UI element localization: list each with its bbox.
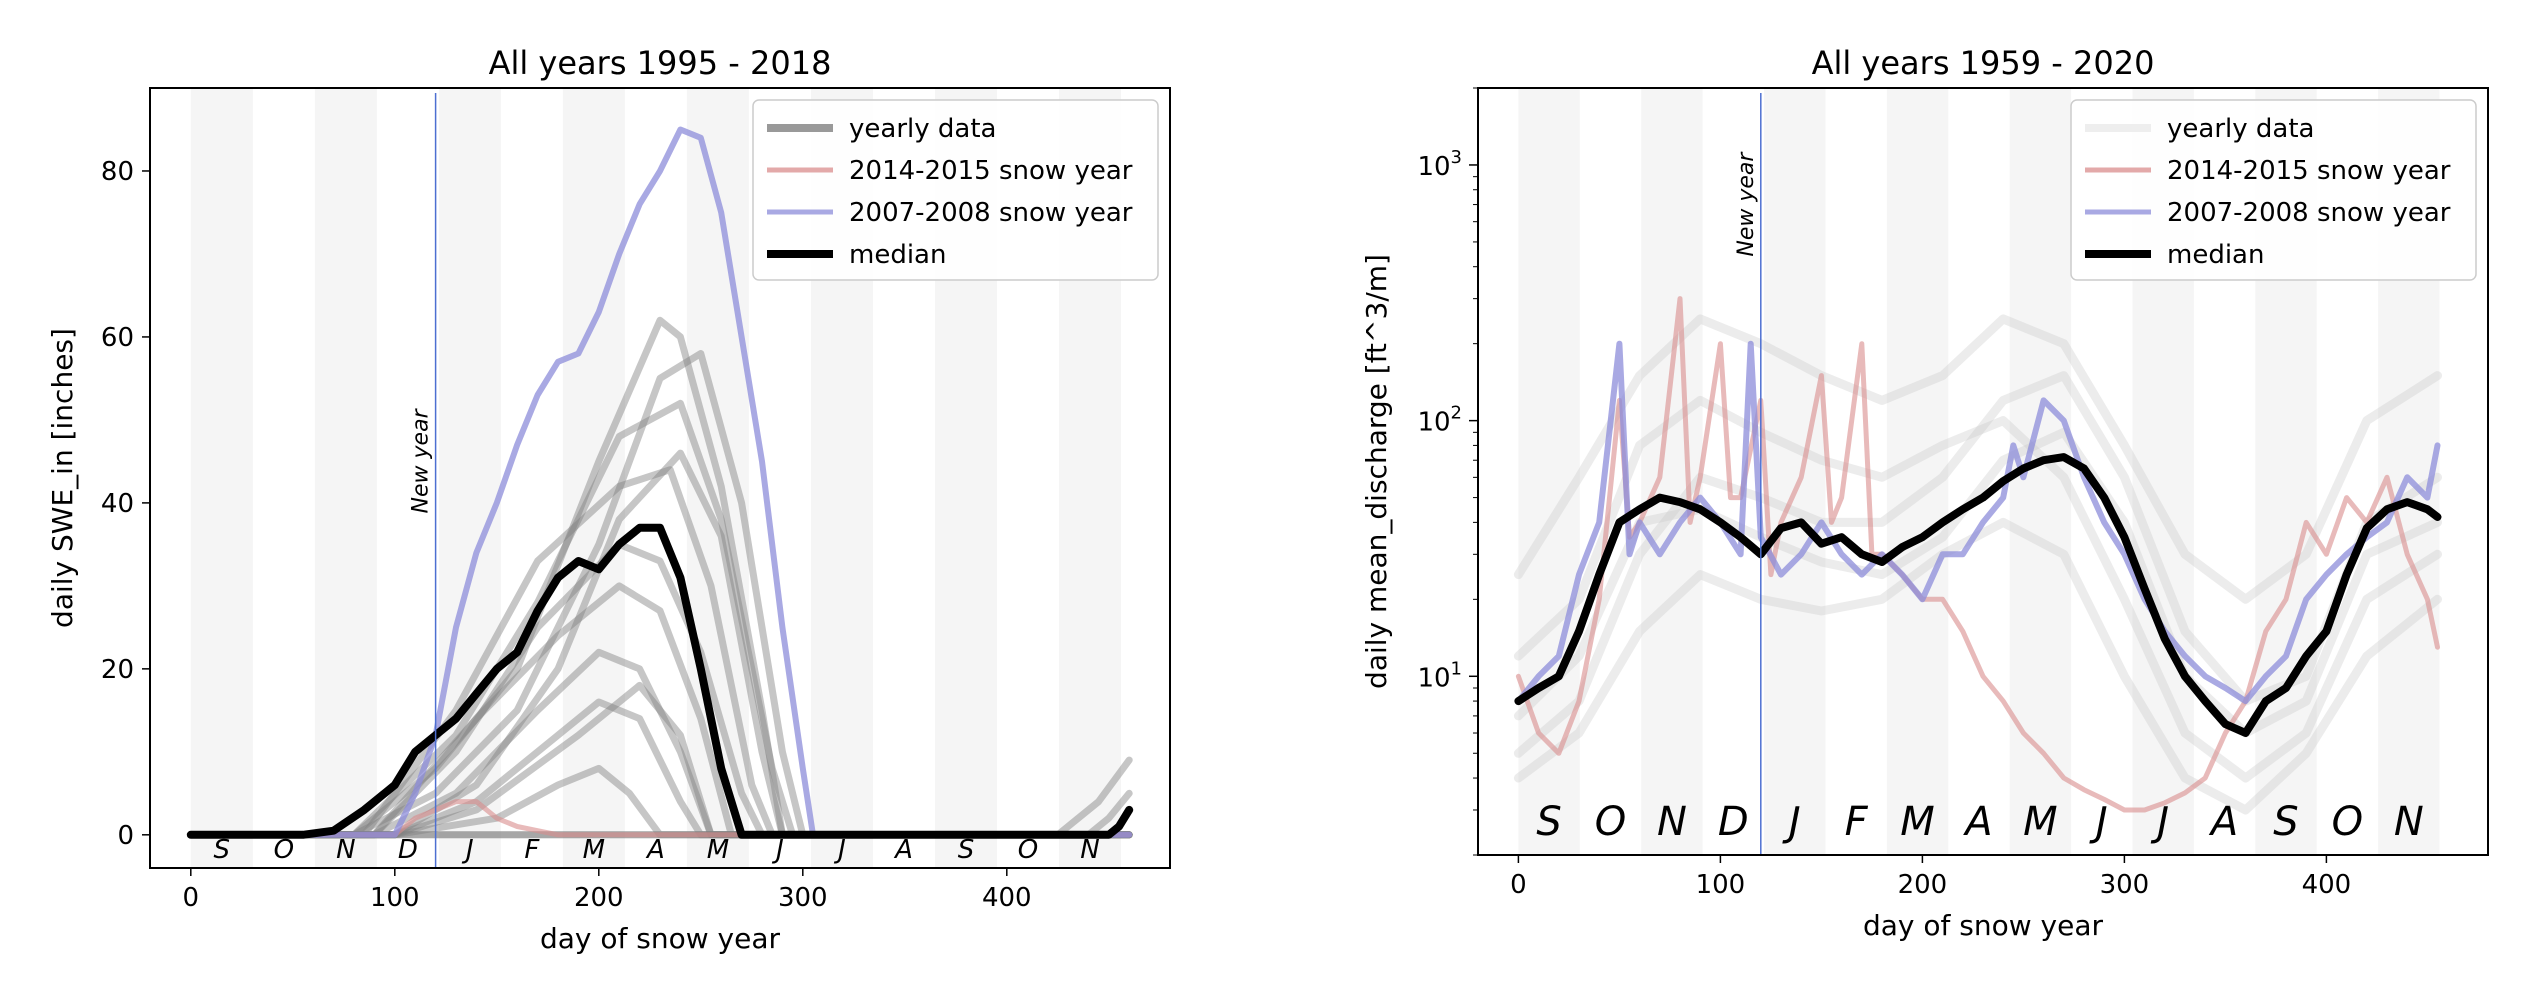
legend-label: yearly data — [849, 114, 996, 144]
month-band — [1764, 88, 1826, 855]
x-axis-label: day of snow year — [1863, 909, 2104, 942]
legend-box — [752, 99, 1159, 281]
month-letter: D — [1718, 799, 1749, 845]
legend-label: 2014-2015 snow year — [2167, 156, 2451, 186]
y-tick-exponent: 2 — [1451, 403, 1462, 424]
x-tick-label: 300 — [2100, 870, 2150, 900]
month-band — [190, 88, 253, 868]
month-letter: S — [1536, 799, 1561, 845]
month-letter: O — [2332, 799, 2363, 845]
month-letter: N — [1657, 799, 1687, 845]
month-letter: S — [958, 835, 975, 865]
month-letter: A — [893, 835, 913, 865]
y-tick-base: 10 — [1417, 152, 1450, 182]
series-group — [1513, 296, 2442, 815]
month-band — [314, 88, 377, 868]
axes-frame — [1477, 87, 2489, 856]
series-line-yearly-data — [1513, 395, 2442, 783]
month-letter: O — [1595, 799, 1626, 845]
series-line-yearly-data — [1513, 314, 2442, 604]
x-tick-label: 300 — [778, 883, 828, 913]
y-tick-label: 20 — [101, 655, 134, 685]
month-letter: S — [2273, 799, 2298, 845]
y-tick-label: 101 — [1417, 658, 1462, 693]
y-tick-label: 0 — [117, 821, 134, 851]
legend-label: median — [2167, 240, 2264, 270]
series-line-yearly-data — [187, 316, 1133, 839]
legend-label: 2007-2008 snow year — [849, 198, 1133, 228]
month-letter: M — [583, 835, 605, 865]
y-tick-label: 60 — [101, 323, 134, 353]
series-line-yearly-data — [187, 764, 1133, 839]
y-axis-label: daily mean_discharge [ft^3/m] — [1360, 254, 1393, 689]
month-letter: F — [524, 835, 540, 865]
series-line-yearly-data — [187, 466, 1133, 839]
month-letter: M — [707, 835, 729, 865]
series-line-2014-2015-snow-year — [188, 799, 1132, 838]
legend-label: 2014-2015 snow year — [849, 156, 1133, 186]
y-tick-label: 102 — [1417, 403, 1462, 438]
axes-frame — [149, 87, 1171, 869]
month-letter: F — [1845, 799, 1869, 845]
y-tick-label: 40 — [101, 489, 134, 519]
series-line-median — [1514, 453, 2442, 737]
y-tick-label: 80 — [101, 157, 134, 187]
month-band — [438, 88, 501, 868]
month-letter: J — [2089, 799, 2108, 845]
x-tick-label: 200 — [574, 883, 624, 913]
chart-title: All years 1995 - 2018 — [489, 44, 832, 82]
legend-label: yearly data — [2167, 114, 2314, 144]
y-axis-label: daily SWE_in [inches] — [46, 328, 79, 628]
x-tick-label: 100 — [370, 883, 420, 913]
month-band — [562, 88, 625, 868]
series-line-yearly-data — [187, 582, 1133, 839]
x-tick-label: 200 — [1898, 870, 1948, 900]
month-letter: N — [2394, 799, 2424, 845]
x-tick-label: 400 — [2302, 870, 2352, 900]
series-line-2007-2008-snow-year — [187, 126, 1133, 838]
x-tick-label: 0 — [1510, 870, 1527, 900]
month-band — [1641, 88, 1703, 855]
series-line-yearly-data — [1513, 371, 2442, 758]
month-letter: D — [398, 835, 418, 865]
month-band — [1886, 88, 1949, 855]
series-line-2007-2008-snow-year — [1515, 340, 2441, 705]
series-line-yearly-data — [1513, 427, 2442, 738]
y-tick-exponent: 3 — [1451, 147, 1462, 168]
month-letter: S — [214, 835, 231, 865]
legend-box — [2070, 99, 2477, 281]
month-letter: O — [1018, 835, 1038, 865]
series-line-median — [186, 523, 1134, 839]
series-line-yearly-data — [187, 698, 1133, 839]
month-letter: M — [2023, 799, 2058, 845]
month-letter: N — [1080, 835, 1099, 865]
month-letter: N — [336, 835, 355, 865]
month-letter: A — [645, 835, 665, 865]
y-tick-base: 10 — [1417, 663, 1450, 693]
x-axis-label: day of snow year — [540, 922, 781, 955]
series-line-yearly-data — [187, 681, 1133, 839]
y-tick-exponent: 1 — [1451, 658, 1462, 679]
month-letter: J — [771, 835, 784, 865]
x-tick-label: 0 — [183, 883, 200, 913]
month-letter: M — [1900, 799, 1935, 845]
series-line-yearly-data — [187, 399, 1133, 839]
y-tick-base: 10 — [1417, 408, 1450, 438]
legend-label: median — [849, 240, 946, 270]
new-year-label: New year — [409, 407, 434, 513]
x-tick-label: 100 — [1696, 870, 1746, 900]
new-year-label: New year — [1734, 151, 1759, 257]
legend-label: 2007-2008 snow year — [2167, 198, 2451, 228]
chart-title: All years 1959 - 2020 — [1812, 44, 2155, 82]
month-letter: O — [274, 835, 294, 865]
y-tick-label: 103 — [1417, 147, 1462, 182]
x-tick-label: 400 — [982, 883, 1032, 913]
month-letter: A — [1962, 799, 1992, 845]
month-letter: A — [2208, 799, 2238, 845]
